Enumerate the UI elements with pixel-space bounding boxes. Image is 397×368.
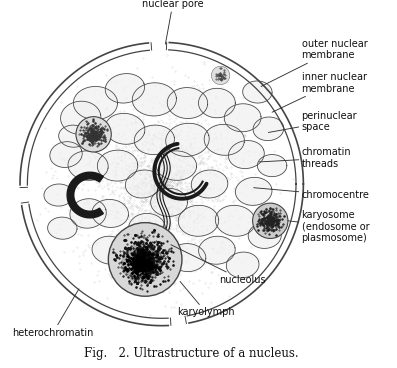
Polygon shape bbox=[92, 199, 129, 227]
Polygon shape bbox=[243, 81, 272, 103]
Circle shape bbox=[252, 203, 288, 238]
Polygon shape bbox=[105, 74, 145, 103]
Text: outer nuclear
membrane: outer nuclear membrane bbox=[261, 39, 367, 86]
Polygon shape bbox=[257, 155, 287, 177]
Polygon shape bbox=[59, 125, 88, 147]
Polygon shape bbox=[92, 236, 128, 264]
Polygon shape bbox=[198, 88, 235, 118]
Polygon shape bbox=[166, 123, 209, 156]
Text: Fig.   2. Ultrastructure of a nucleus.: Fig. 2. Ultrastructure of a nucleus. bbox=[84, 347, 299, 360]
Circle shape bbox=[211, 66, 230, 85]
Polygon shape bbox=[191, 170, 228, 198]
Text: heterochromatin: heterochromatin bbox=[12, 289, 94, 337]
Polygon shape bbox=[132, 83, 176, 116]
Polygon shape bbox=[169, 244, 206, 272]
Circle shape bbox=[76, 117, 111, 152]
Circle shape bbox=[121, 243, 162, 283]
Polygon shape bbox=[129, 213, 166, 243]
Circle shape bbox=[108, 223, 182, 296]
Polygon shape bbox=[253, 117, 284, 141]
Polygon shape bbox=[73, 86, 118, 120]
Polygon shape bbox=[68, 151, 108, 180]
Polygon shape bbox=[48, 217, 77, 239]
Polygon shape bbox=[67, 172, 103, 218]
Text: chromatin
threads: chromatin threads bbox=[259, 148, 351, 169]
Polygon shape bbox=[50, 142, 82, 167]
Polygon shape bbox=[134, 125, 174, 155]
Polygon shape bbox=[44, 184, 73, 206]
Polygon shape bbox=[156, 151, 197, 180]
Polygon shape bbox=[105, 113, 145, 144]
Polygon shape bbox=[204, 124, 245, 155]
Polygon shape bbox=[248, 223, 281, 248]
Polygon shape bbox=[224, 104, 261, 132]
Polygon shape bbox=[226, 252, 259, 278]
Polygon shape bbox=[198, 236, 235, 264]
Polygon shape bbox=[20, 42, 303, 326]
Text: perinuclear
space: perinuclear space bbox=[268, 111, 357, 132]
Polygon shape bbox=[151, 188, 187, 216]
Polygon shape bbox=[215, 205, 255, 236]
Polygon shape bbox=[61, 101, 101, 134]
Text: karyolymph: karyolymph bbox=[177, 282, 235, 317]
Text: chromocentre: chromocentre bbox=[254, 188, 370, 200]
Polygon shape bbox=[97, 150, 138, 181]
Text: nuclear pore: nuclear pore bbox=[142, 0, 204, 44]
Polygon shape bbox=[228, 141, 264, 169]
Polygon shape bbox=[178, 205, 219, 236]
Text: inner nuclear
membrane: inner nuclear membrane bbox=[272, 72, 366, 112]
Polygon shape bbox=[125, 170, 161, 198]
Polygon shape bbox=[70, 199, 106, 228]
Polygon shape bbox=[235, 177, 272, 205]
Text: karyosome
(endosome or
plasmosome): karyosome (endosome or plasmosome) bbox=[288, 210, 369, 243]
Polygon shape bbox=[167, 88, 208, 118]
Text: nucleolus: nucleolus bbox=[171, 245, 265, 285]
